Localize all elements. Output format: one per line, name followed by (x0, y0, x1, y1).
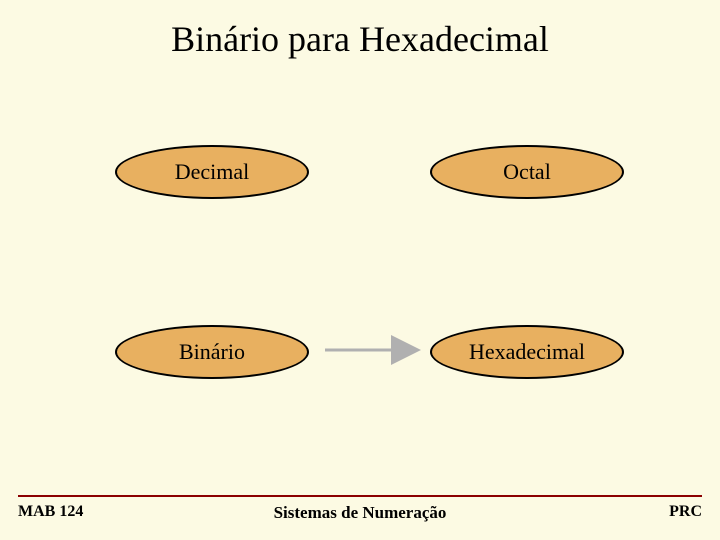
node-octal: Octal (430, 145, 624, 199)
footer-divider (18, 495, 702, 497)
footer-right-author: PRC (669, 503, 702, 521)
slide-title: Binário para Hexadecimal (0, 18, 720, 60)
arrow-bin-to-hex (0, 0, 720, 540)
node-label-decimal: Decimal (175, 159, 250, 185)
node-binario: Binário (115, 325, 309, 379)
node-label-octal: Octal (503, 159, 551, 185)
slide: Binário para Hexadecimal Decimal Octal Bin… (0, 0, 720, 540)
node-decimal: Decimal (115, 145, 309, 199)
node-label-binario: Binário (179, 339, 245, 365)
node-label-hexadecimal: Hexadecimal (469, 339, 585, 365)
footer-center-title: Sistemas de Numeração (0, 503, 720, 523)
node-hexadecimal: Hexadecimal (430, 325, 624, 379)
